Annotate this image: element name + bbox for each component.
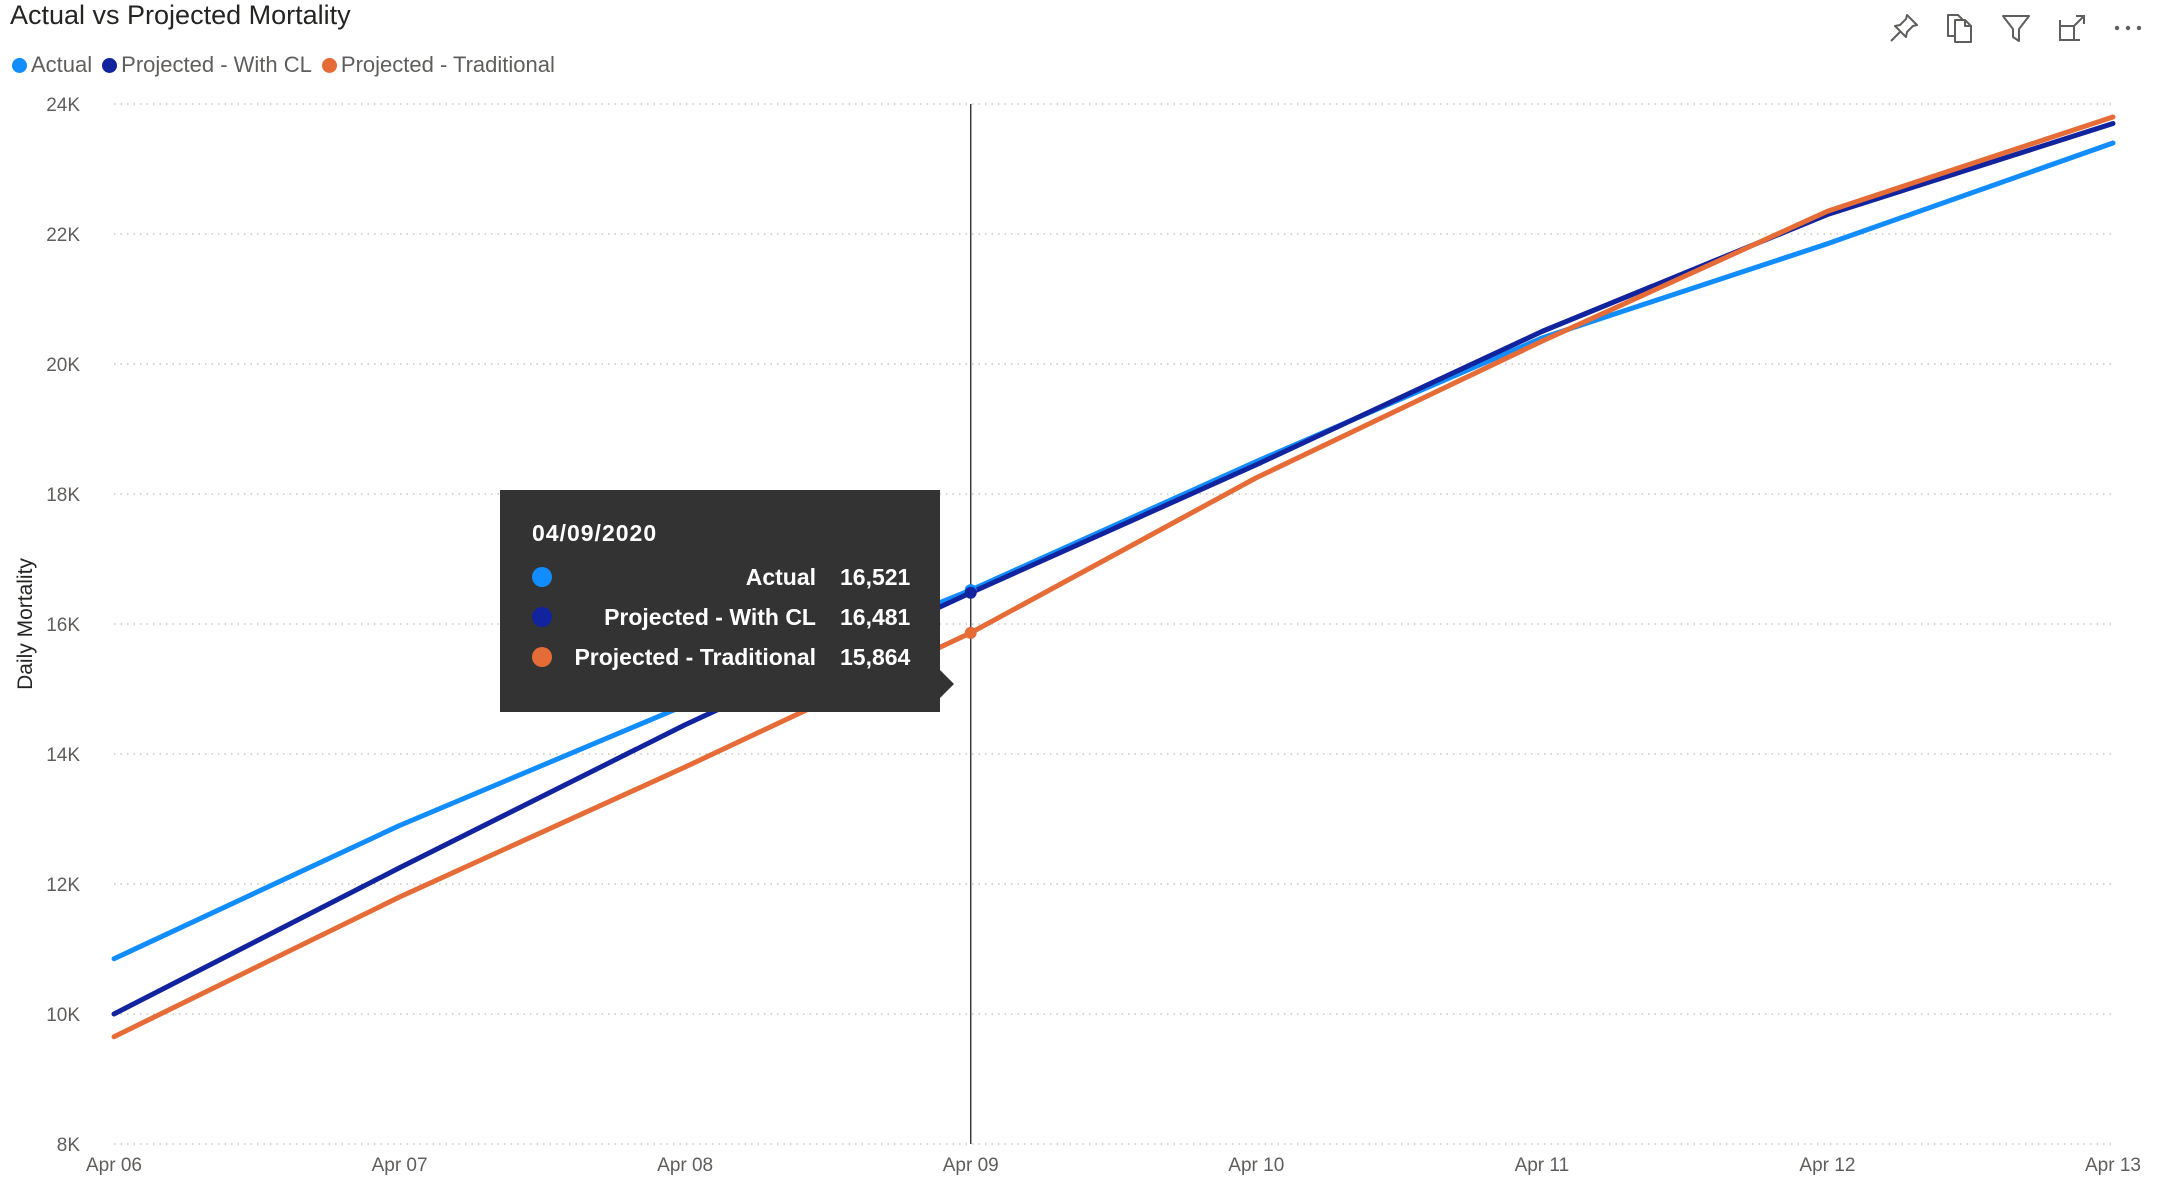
y-tick-label: 10K — [46, 1005, 80, 1026]
hover-point-projected-with-cl — [964, 586, 977, 599]
tooltip-marker-projected-with-cl — [532, 607, 552, 627]
more-options-icon[interactable] — [2108, 10, 2148, 46]
copy-icon[interactable] — [1940, 10, 1980, 46]
x-tick-label: Apr 11 — [1515, 1155, 1570, 1176]
y-axis-title: Daily Mortality — [14, 558, 37, 690]
legend-label-actual: Actual — [31, 52, 93, 77]
y-axis: 8K 10K 12K 14K 16K 18K 20K 22K 24K — [46, 95, 80, 1156]
legend-item-projected-with-cl[interactable]: Projected - With CL — [102, 52, 312, 78]
x-tick-label: Apr 06 — [86, 1155, 142, 1176]
x-tick-label: Apr 07 — [372, 1155, 428, 1176]
tooltip-series-value: 16,521 — [840, 563, 911, 590]
tooltip-series-name: Actual — [745, 563, 816, 590]
legend-item-projected-traditional[interactable]: Projected - Traditional — [321, 52, 555, 78]
tooltip-marker-actual — [532, 567, 552, 587]
y-tick-label: 12K — [46, 875, 80, 896]
y-tick-label: 22K — [46, 225, 80, 246]
tooltip-row-projected-with-cl: Projected - With CL 16,481 — [532, 597, 910, 637]
pin-icon[interactable] — [1884, 10, 1924, 46]
y-tick-label: 14K — [46, 745, 80, 766]
visual-header-toolbar — [1868, 10, 2148, 46]
hover-markers — [964, 584, 977, 639]
y-tick-label: 8K — [57, 1135, 81, 1156]
tooltip-marker-projected-traditional — [532, 647, 552, 667]
gridlines — [114, 103, 2113, 1145]
series-line-actual[interactable] — [111, 140, 2116, 962]
legend-marker-actual — [12, 57, 27, 73]
focus-mode-icon[interactable] — [2052, 10, 2092, 46]
series-line-projected-traditional[interactable] — [111, 114, 2116, 1040]
x-tick-label: Apr 08 — [657, 1155, 713, 1176]
hover-point-projected-traditional — [964, 626, 977, 639]
x-axis: Apr 06 Apr 07 Apr 08 Apr 09 Apr 10 Apr 11 Apr … — [86, 1155, 2141, 1176]
legend-marker-projected-with-cl — [102, 57, 118, 73]
legend: Actual Projected - With CL Projected - T… — [12, 52, 565, 78]
y-tick-label: 20K — [46, 355, 80, 376]
legend-marker-projected-traditional — [321, 57, 337, 73]
tooltip-series-name: Projected - Traditional — [574, 643, 816, 670]
y-tick-label: 16K — [46, 615, 80, 636]
legend-label-projected-with-cl: Projected - With CL — [121, 52, 312, 77]
tooltip-series-value: 16,481 — [840, 603, 911, 630]
series-lines[interactable] — [111, 114, 2116, 1040]
tooltip-series-value: 15,864 — [840, 643, 911, 670]
x-tick-label: Apr 09 — [943, 1155, 999, 1176]
chart-title: Actual vs Projected Mortality — [10, 0, 351, 30]
filter-icon[interactable] — [1996, 10, 2036, 46]
legend-item-actual[interactable]: Actual — [12, 52, 92, 78]
tooltip-date: 04/09/2020 — [532, 520, 658, 546]
legend-label-projected-traditional: Projected - Traditional — [340, 52, 555, 77]
x-tick-label: Apr 13 — [2085, 1155, 2141, 1176]
x-tick-label: Apr 10 — [1228, 1155, 1284, 1176]
series-line-projected-with-cl[interactable] — [111, 121, 2116, 1017]
tooltip: 04/09/2020 Actual 16,521 Projected - Wit… — [500, 490, 954, 712]
x-tick-label: Apr 12 — [1799, 1155, 1855, 1176]
y-tick-label: 24K — [46, 95, 80, 116]
tooltip-series-name: Projected - With CL — [604, 603, 816, 630]
y-tick-label: 18K — [46, 485, 80, 506]
tooltip-row-projected-traditional: Projected - Traditional 15,864 — [532, 637, 910, 677]
tooltip-row-actual: Actual 16,521 — [532, 557, 910, 597]
